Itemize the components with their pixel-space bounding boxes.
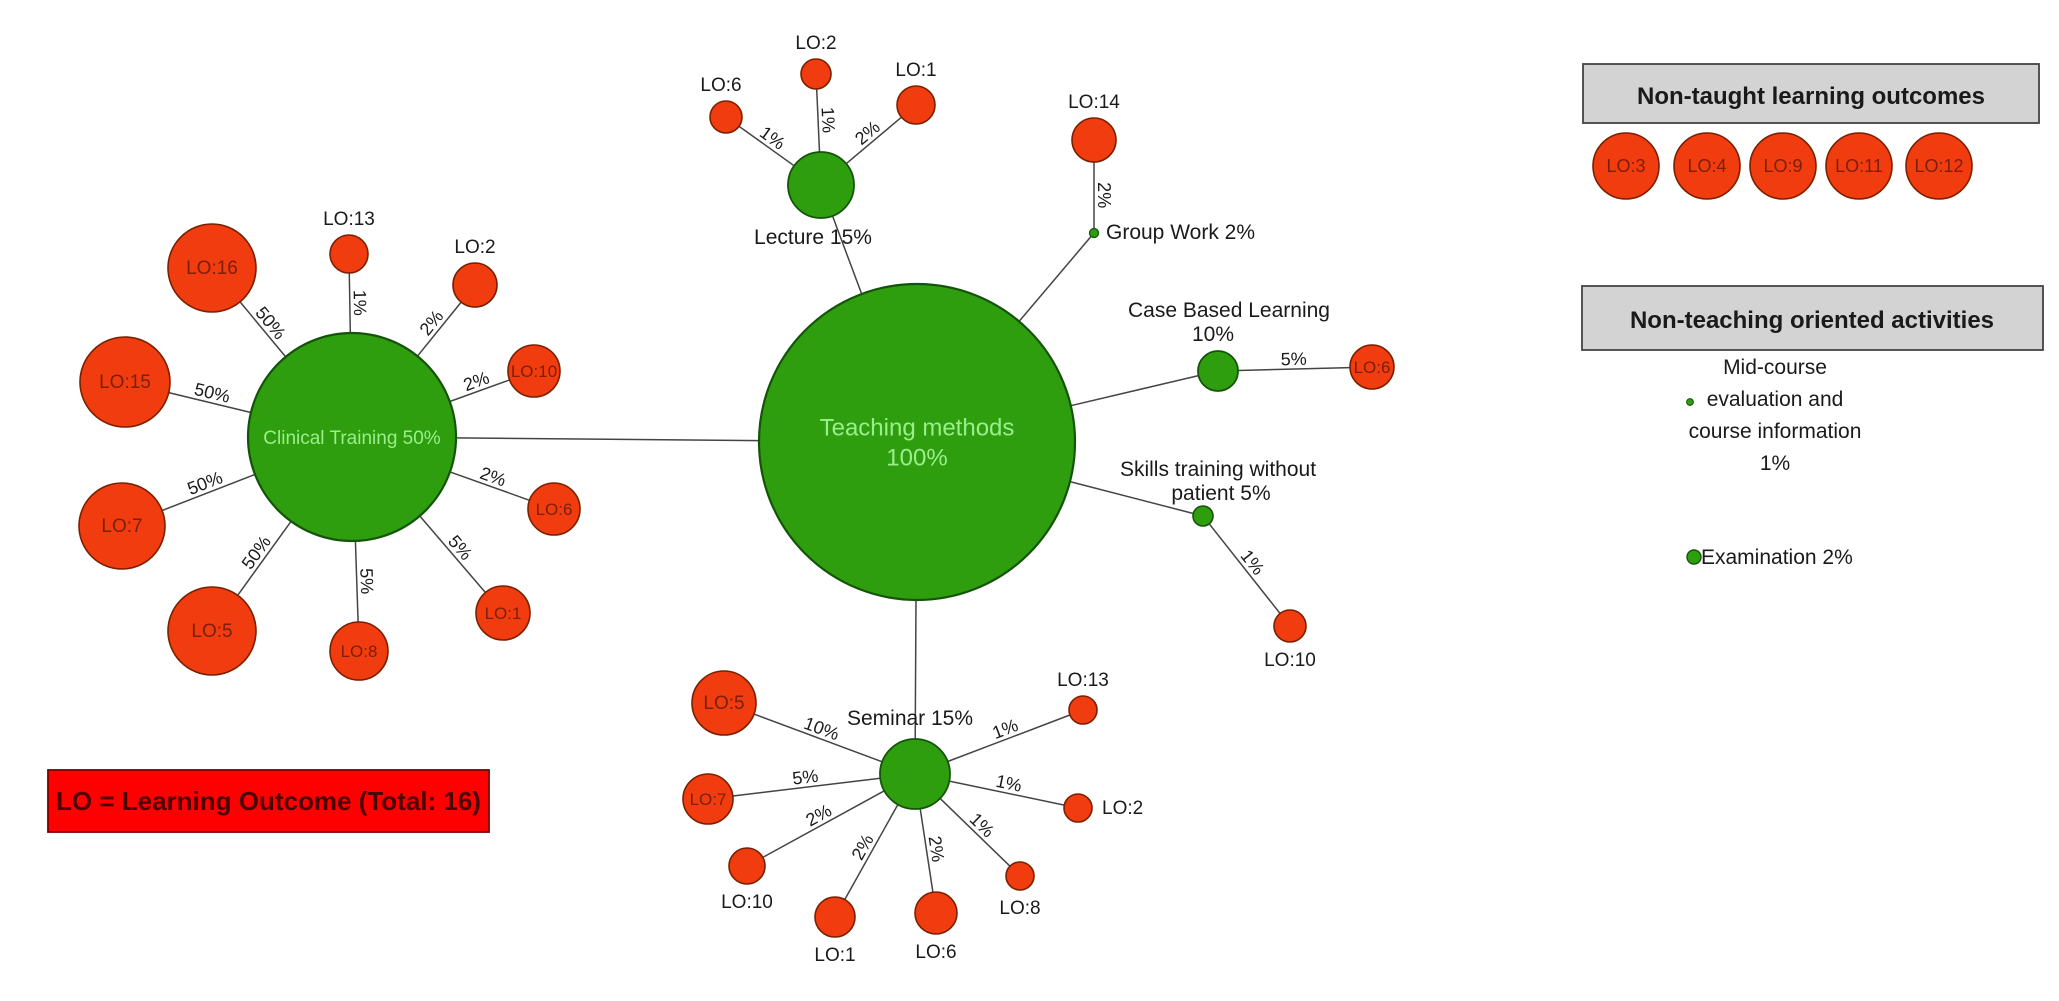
svg-text:evaluation and: evaluation and xyxy=(1707,388,1844,411)
svg-text:2%: 2% xyxy=(1094,182,1114,208)
svg-text:LO:10: LO:10 xyxy=(511,362,557,381)
svg-text:Case Based Learning: Case Based Learning xyxy=(1128,299,1330,322)
svg-text:LO:9: LO:9 xyxy=(1763,156,1802,176)
svg-text:Clinical Training 50%: Clinical Training 50% xyxy=(263,428,441,449)
svg-text:Teaching methods: Teaching methods xyxy=(820,414,1015,441)
svg-text:Examination 2%: Examination 2% xyxy=(1701,546,1853,569)
svg-text:LO:8: LO:8 xyxy=(341,642,378,661)
svg-text:LO:2: LO:2 xyxy=(1102,798,1143,819)
svg-text:LO:7: LO:7 xyxy=(690,790,727,809)
svg-text:100%: 100% xyxy=(886,444,947,471)
svg-text:5%: 5% xyxy=(791,766,819,789)
svg-text:LO:10: LO:10 xyxy=(1264,650,1316,671)
svg-text:LO:16: LO:16 xyxy=(186,258,238,279)
svg-text:Mid-course: Mid-course xyxy=(1723,356,1827,379)
svg-text:1%: 1% xyxy=(350,290,370,316)
svg-text:LO:1: LO:1 xyxy=(814,945,855,966)
svg-text:1%: 1% xyxy=(1760,452,1790,475)
svg-text:LO:3: LO:3 xyxy=(1606,156,1645,176)
svg-text:Non-taught learning outcomes: Non-taught learning outcomes xyxy=(1637,83,1985,110)
svg-text:LO:5: LO:5 xyxy=(191,621,232,642)
svg-text:Lecture 15%: Lecture 15% xyxy=(754,226,872,249)
svg-text:LO:1: LO:1 xyxy=(485,604,522,623)
svg-text:LO:13: LO:13 xyxy=(1057,670,1109,691)
svg-text:10%: 10% xyxy=(1192,323,1234,346)
svg-text:LO:14: LO:14 xyxy=(1068,92,1120,113)
svg-text:LO:6: LO:6 xyxy=(915,942,956,963)
svg-text:Skills training without: Skills training without xyxy=(1120,458,1316,481)
svg-text:LO:2: LO:2 xyxy=(454,237,495,258)
svg-text:Non-teaching oriented activiti: Non-teaching oriented activities xyxy=(1630,307,1994,334)
svg-text:course information: course information xyxy=(1689,420,1862,443)
svg-text:LO:15: LO:15 xyxy=(99,372,151,393)
svg-text:Seminar 15%: Seminar 15% xyxy=(847,707,973,730)
svg-text:LO:10: LO:10 xyxy=(721,892,773,913)
svg-text:LO:13: LO:13 xyxy=(323,209,375,230)
svg-text:LO:1: LO:1 xyxy=(895,60,936,81)
svg-text:LO:12: LO:12 xyxy=(1914,156,1963,176)
svg-text:LO:2: LO:2 xyxy=(795,33,836,54)
svg-text:2%: 2% xyxy=(925,835,949,864)
svg-text:5%: 5% xyxy=(356,568,377,595)
svg-text:LO:6: LO:6 xyxy=(1354,358,1391,377)
svg-text:patient 5%: patient 5% xyxy=(1171,482,1270,505)
svg-text:LO:6: LO:6 xyxy=(536,500,573,519)
svg-text:LO:8: LO:8 xyxy=(999,898,1040,919)
svg-text:LO:5: LO:5 xyxy=(703,693,744,714)
svg-text:LO:11: LO:11 xyxy=(1835,156,1883,176)
svg-text:LO:6: LO:6 xyxy=(700,75,741,96)
svg-text:1%: 1% xyxy=(818,107,839,134)
svg-text:LO:4: LO:4 xyxy=(1687,156,1726,176)
svg-text:LO = Learning Outcome (Total:: LO = Learning Outcome (Total: 16) xyxy=(56,786,481,816)
svg-text:LO:7: LO:7 xyxy=(101,516,142,537)
svg-text:Group Work 2%: Group Work 2% xyxy=(1106,221,1255,244)
svg-text:5%: 5% xyxy=(1280,349,1307,370)
